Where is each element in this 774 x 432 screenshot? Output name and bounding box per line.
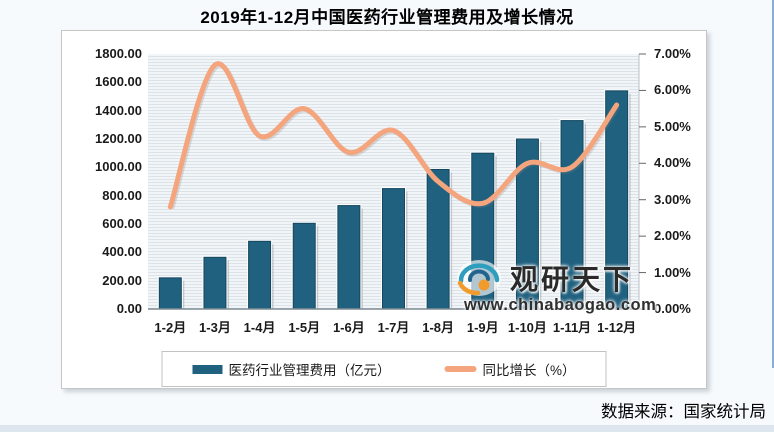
line-series-swatch: [444, 366, 477, 372]
legend-item-bar[interactable]: 医药行业管理费用（亿元）: [192, 359, 390, 379]
bar-series-swatch: [192, 364, 223, 374]
watermark-brand: 观研天下: [510, 264, 635, 295]
x-axis-label: 1-8月: [422, 320, 455, 335]
growth-line[interactable]: [167, 61, 620, 210]
bar[interactable]: [248, 240, 272, 310]
y-axis-left-label: 0.00: [116, 301, 142, 316]
x-axis-label: 1-9月: [466, 320, 499, 335]
watermark: 观研天下 www.chinabaogao.com: [456, 258, 656, 315]
watermark-url: www.chinabaogao.com: [464, 296, 657, 314]
y-axis-left-label: 1400.00: [95, 102, 142, 118]
page-right-border: [772, 0, 774, 368]
legend-item-line[interactable]: 同比增长（%）: [444, 359, 576, 379]
y-axis-right-label: 5.00%: [654, 118, 691, 134]
y-axis-left-label: 200.00: [102, 272, 142, 288]
y-axis-left-label: 1800.00: [95, 46, 142, 61]
chart-panel: 医药行业管理费用（亿元） 同比增长（%） 0.00 200.00 400.00 600…: [61, 30, 707, 389]
y-axis-right-label: 0.00%: [654, 301, 691, 316]
x-axis-label: 1-11月: [552, 320, 592, 335]
y-axis-left-label: 1600.00: [95, 74, 142, 90]
y-axis-left-label: 800.00: [102, 187, 142, 203]
y-axis-right-label: 3.00%: [654, 191, 691, 207]
line-series-label: 同比增长（%）: [482, 363, 576, 378]
x-axis-label: 1-5月: [288, 320, 321, 335]
y-axis-right-label: 4.00%: [654, 155, 691, 171]
y-axis-right-label: 6.00%: [654, 82, 691, 98]
x-axis-label: 1-6月: [332, 320, 365, 335]
y-axis-left-label: 1200.00: [95, 131, 142, 146]
y-axis-left-label: 1000.00: [95, 159, 142, 175]
x-axis-label: 1-4月: [243, 320, 276, 335]
x-axis-label: 1-12月: [597, 320, 637, 335]
data-source-caption: 数据来源：国家统计局: [601, 403, 766, 421]
legend: 医药行业管理费用（亿元） 同比增长（%）: [161, 351, 607, 387]
growth-line-shadow: [169, 62, 621, 210]
bar[interactable]: [158, 277, 182, 310]
y-axis-right-label: 2.00%: [654, 228, 691, 244]
bar[interactable]: [337, 205, 361, 310]
x-axis-label: 1-3月: [199, 320, 231, 335]
x-axis-label: 1-7月: [377, 320, 410, 335]
page-bottom-strip: [0, 425, 774, 432]
bar[interactable]: [382, 188, 405, 310]
y-axis-right-label: 7.00%: [654, 46, 691, 61]
chart-title: 2019年1-12月中国医药行业管理费用及增长情况: [200, 8, 574, 27]
bar[interactable]: [203, 256, 227, 310]
x-axis-label: 1-2月: [154, 320, 187, 335]
y-axis-left-label: 600.00: [102, 216, 142, 231]
bar[interactable]: [292, 222, 316, 310]
y-axis-right-label: 1.00%: [654, 264, 691, 280]
y-axis-left-label: 400.00: [102, 244, 142, 260]
x-axis-label: 1-10月: [507, 320, 547, 335]
watermark-logo-icon: [457, 260, 501, 296]
bar-series-label: 医药行业管理费用（亿元）: [228, 363, 391, 378]
